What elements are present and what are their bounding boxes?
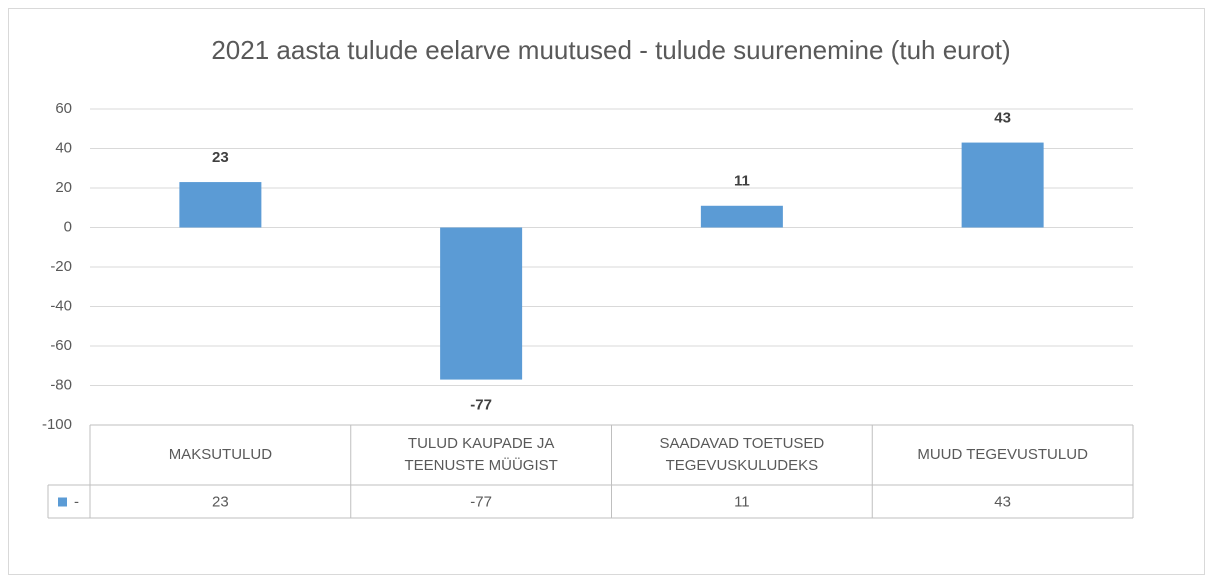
legend-key — [58, 497, 67, 507]
data-label: 43 — [994, 110, 1011, 127]
category-cell: MUUD TEGEVUSTULUD — [917, 446, 1088, 463]
bar — [700, 205, 783, 228]
data-label: -77 — [470, 397, 492, 414]
y-tick-label: 20 — [55, 179, 72, 196]
data-label: 11 — [734, 173, 750, 190]
bar — [961, 142, 1044, 228]
bar — [179, 182, 262, 228]
x-tick-label: MAKSUTULUD — [168, 446, 273, 463]
chart-title: 2021 aasta tulude eelarve muutused - tul… — [211, 35, 1010, 65]
table-value: 11 — [734, 493, 750, 510]
y-tick-label: 60 — [55, 100, 72, 117]
y-tick-label: -100 — [42, 416, 72, 433]
x-tick-label: TULUD KAUPADE JA TEENUSTE MÜÜGIST — [404, 435, 558, 474]
table-value: -77 — [470, 493, 492, 510]
table-value: 43 — [994, 493, 1011, 510]
x-tick-label: MUUD TEGEVUSTULUD — [917, 446, 1088, 463]
chart-frame — [8, 8, 1205, 575]
bar — [440, 227, 523, 380]
data-label: 23 — [212, 149, 229, 166]
y-tick-label: -20 — [50, 258, 72, 275]
y-tick-label: 40 — [55, 139, 72, 156]
y-tick-label: -40 — [50, 297, 72, 314]
legend-label: - — [74, 493, 79, 510]
y-tick-label: -80 — [50, 376, 72, 393]
category-cell: MAKSUTULUD — [168, 446, 273, 463]
x-tick-label: SAADAVAD TOETUSED TEGEVUSKULUDEKS — [659, 435, 825, 474]
category-cell: TULUD KAUPADE JA TEENUSTE MÜÜGIST — [404, 435, 558, 474]
y-tick-label: 0 — [64, 218, 72, 235]
y-tick-label: -60 — [50, 337, 72, 354]
table-value: 23 — [212, 493, 229, 510]
category-cell: SAADAVAD TOETUSED TEGEVUSKULUDEKS — [659, 435, 825, 474]
